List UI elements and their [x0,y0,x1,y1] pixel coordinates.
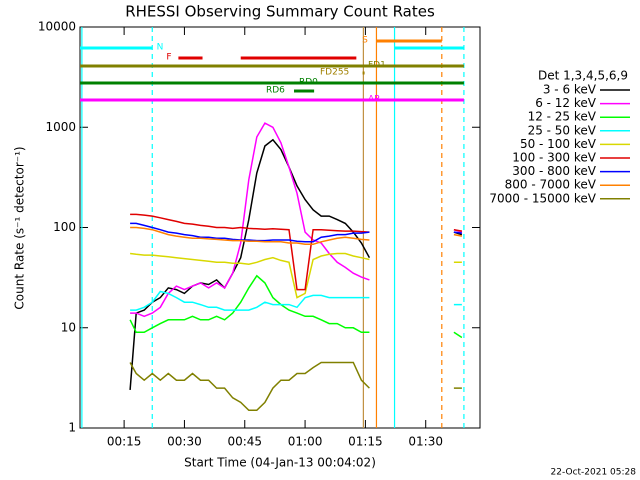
footer: 22-Oct-2021 05:28 [551,468,637,478]
y-tick-label: 10000 [38,20,76,34]
x-tick-label: 01:30 [408,435,443,449]
legend-title: Det 1,3,4,5,6,9 [538,69,628,83]
series-line [129,361,462,412]
series-line [129,274,463,339]
y-tick-label: 100 [53,220,76,234]
x-tick-label: 01:15 [348,435,383,449]
legend-label: 50 - 100 keV [520,137,597,151]
y-tick-label: 1000 [45,120,76,134]
flag-label: AP [368,95,380,105]
x-tick-label: 00:30 [167,435,202,449]
legend-label: 6 - 12 keV [535,96,597,110]
flag-label: S [362,36,368,46]
flag-label: RD6 [266,86,285,96]
chart-title: RHESSI Observing Summary Count Rates [125,3,435,21]
series-line [130,252,462,299]
series-line [130,222,462,243]
series-line [130,213,463,291]
x-tick-label: 00:15 [107,435,142,449]
legend-label: 100 - 300 keV [512,151,596,165]
y-tick-label: 10 [61,320,76,334]
y-axis-label: Count Rate (s⁻¹ detector⁻¹) [13,146,27,309]
legend-label: 12 - 25 keV [528,110,597,124]
series-line [129,138,463,390]
legend-label: 3 - 6 keV [543,83,597,97]
flag-label: RD0 [299,78,318,88]
series-line [130,226,463,246]
y-tick-label: 1 [68,421,76,435]
legend-label: 7000 - 15000 keV [489,191,596,205]
flag-label: FD1 [368,61,386,71]
legend-label: 300 - 800 keV [512,164,596,178]
flag-label: N [157,43,164,53]
x-tick-label: 00:45 [227,435,262,449]
x-axis-label: Start Time (04-Jan-13 00:04:02) [184,456,376,470]
legend-label: 25 - 50 keV [528,123,597,137]
legend-label: 800 - 7000 keV [505,178,597,192]
flag-label: FD255 [320,68,349,78]
flag-label: F [166,53,171,63]
series-line [130,290,462,311]
x-tick-label: 01:00 [288,435,323,449]
